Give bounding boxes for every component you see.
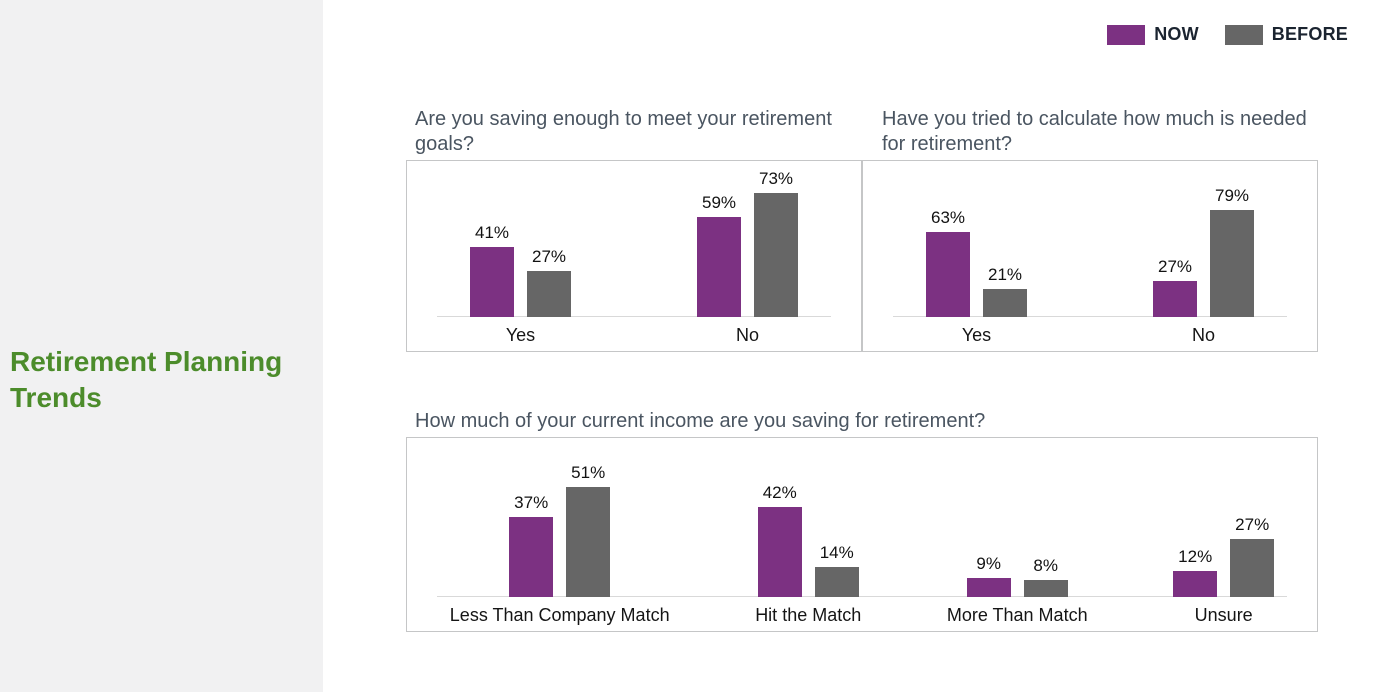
category-label: No [735, 325, 759, 345]
bar-wrap: 42% [757, 483, 802, 597]
bar-now [697, 217, 741, 317]
legend-item-now: NOW [1107, 24, 1199, 45]
bar-wrap: 63% [926, 208, 970, 317]
bar-wrap: 8% [1023, 556, 1068, 597]
bar-group: 27% 79% No [1153, 159, 1254, 351]
bar-group: 37% 51% Less Than Company Match [450, 441, 670, 631]
bar-pair: 59% 73% [697, 159, 798, 317]
bar-wrap: 27% [1153, 257, 1197, 317]
bar-wrap: 37% [509, 493, 554, 597]
bar-value-label: 21% [987, 265, 1023, 284]
bar-wrap: 21% [983, 265, 1027, 317]
bar-value-label: 27% [1235, 515, 1270, 534]
bar-wrap: 27% [527, 247, 571, 317]
bar-now [509, 517, 554, 597]
bar-value-label: 59% [701, 193, 737, 212]
x-axis-baseline [437, 596, 1287, 597]
bar-before [754, 193, 798, 317]
legend-swatch-before [1224, 24, 1263, 45]
legend-label-before: BEFORE [1271, 24, 1348, 44]
bar-before [983, 289, 1027, 317]
category-label: Yes [505, 325, 536, 345]
category-label: Yes [961, 325, 992, 345]
bar-group: 42% 14% Hit the Match [755, 441, 861, 631]
bar-group: 12% 27% Unsure [1173, 441, 1275, 631]
bar-group: 9% 8% More Than Match [947, 441, 1088, 631]
bar-pair: 42% 14% [757, 441, 859, 597]
bar-value-label: 79% [1214, 186, 1250, 205]
chart-panel-income-saving: 37% 51% Less Than Company Match 42% 14% Hit t… [406, 437, 1318, 632]
bar-value-label: 27% [1157, 257, 1193, 276]
bar-pair: 41% 27% [470, 159, 571, 317]
bar-now [926, 232, 970, 317]
category-label: More Than Match [946, 605, 1088, 625]
bar-wrap: 41% [470, 223, 514, 317]
bar-now [470, 247, 514, 317]
bar-value-label: 14% [819, 543, 854, 562]
bar-before [814, 567, 859, 597]
chart-title-calculate-needed: Have you tried to calculate how much is … [882, 108, 1307, 155]
bar-now [1153, 281, 1197, 317]
bar-before [1210, 210, 1254, 317]
bar-pair: 37% 51% [509, 441, 611, 597]
bar-value-label: 12% [1178, 547, 1213, 566]
chart-panel-saving-enough: 41% 27% Yes 59% 73% No [406, 160, 862, 352]
bar-now [1173, 571, 1218, 597]
bar-value-label: 42% [762, 483, 797, 502]
bar-before [1230, 539, 1275, 597]
legend-swatch-now [1107, 24, 1146, 45]
bar-pair: 63% 21% [926, 159, 1027, 317]
legend-item-before: BEFORE [1224, 24, 1348, 45]
bar-pair: 27% 79% [1153, 159, 1254, 317]
bar-pair: 9% 8% [966, 441, 1068, 597]
bar-group: 41% 27% Yes [470, 159, 571, 351]
bar-wrap: 73% [754, 169, 798, 317]
bar-wrap: 51% [566, 463, 611, 597]
bar-value-label: 27% [531, 247, 567, 266]
bar-wrap: 59% [697, 193, 741, 317]
bar-before [1023, 580, 1068, 597]
x-axis-baseline [893, 316, 1287, 317]
legend-label-now: NOW [1154, 24, 1199, 44]
bar-value-label: 8% [1033, 556, 1058, 575]
bar-value-label: 37% [514, 493, 549, 512]
bar-now [966, 578, 1011, 597]
bar-wrap: 27% [1230, 515, 1275, 597]
chart-title-saving-enough: Are you saving enough to meet your retir… [415, 108, 832, 155]
bar-wrap: 14% [814, 543, 859, 597]
chart-panel-calculate-needed: 63% 21% Yes 27% 79% No [862, 160, 1318, 352]
bar-group: 63% 21% Yes [926, 159, 1027, 351]
bar-value-label: 73% [758, 169, 794, 188]
bar-before [527, 271, 571, 317]
category-label: No [1191, 325, 1215, 345]
bar-pair: 12% 27% [1173, 441, 1275, 597]
bar-value-label: 9% [976, 554, 1001, 573]
sidebar: Retirement Planning Trends [0, 0, 323, 692]
bar-value-label: 63% [930, 208, 966, 227]
bar-now [757, 507, 802, 597]
chart-legend: NOW BEFORE [1107, 24, 1348, 45]
category-label: Hit the Match [755, 605, 862, 625]
bar-wrap: 12% [1173, 547, 1218, 597]
bar-value-label: 41% [474, 223, 510, 242]
chart-title-income-saving: How much of your current income are you … [415, 410, 986, 432]
report-title: Retirement Planning Trends [10, 346, 283, 413]
bar-group: 59% 73% No [697, 159, 798, 351]
x-axis-baseline [437, 316, 831, 317]
bar-wrap: 9% [966, 554, 1011, 597]
category-label: Less Than Company Match [449, 605, 670, 625]
bar-before [566, 487, 611, 597]
bar-wrap: 79% [1210, 186, 1254, 317]
category-label: Unsure [1194, 605, 1253, 625]
bar-value-label: 51% [571, 463, 606, 482]
